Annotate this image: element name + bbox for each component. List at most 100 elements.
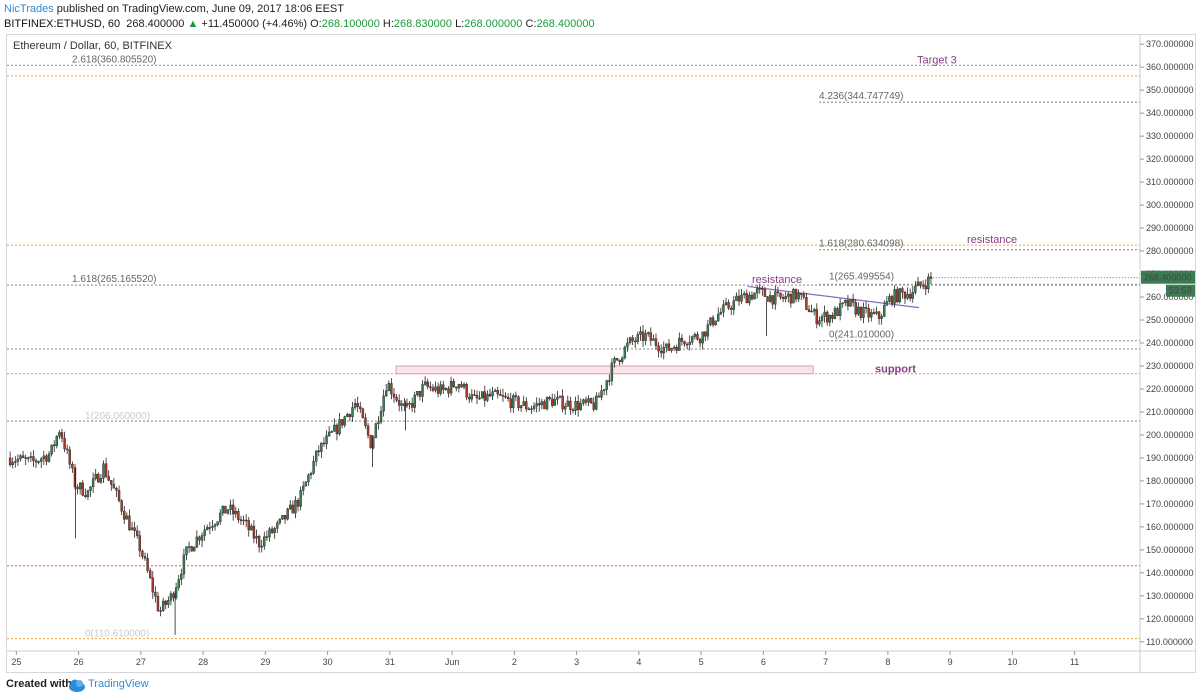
candle-body: [859, 306, 863, 318]
candle-body: [387, 383, 391, 392]
y-tick-label: 320.000000: [1146, 154, 1194, 164]
candle-body: [237, 511, 240, 520]
candle-body: [442, 384, 445, 390]
candle-body: [58, 432, 61, 437]
fib-level-label: 1.618(280.634098): [819, 239, 904, 250]
candle-body: [763, 289, 767, 297]
candle-body: [753, 292, 756, 300]
candle-body: [857, 306, 860, 315]
candle-body: [405, 403, 409, 407]
candle-body: [493, 390, 497, 392]
candle-body: [234, 511, 237, 515]
candle-body: [525, 401, 528, 410]
author-link[interactable]: NicTrades: [4, 3, 54, 15]
candle-body: [273, 528, 276, 533]
candle-body: [449, 380, 453, 394]
chart-header: NicTrades published on TradingView.com, …: [0, 0, 1200, 34]
candle-body: [351, 407, 354, 417]
candle-body: [397, 400, 401, 406]
candle-body: [480, 391, 484, 399]
candle-body: [641, 331, 645, 341]
y-tick-label: 280.000000: [1146, 246, 1194, 256]
y-tick-label: 200.000000: [1146, 430, 1194, 440]
candle-body: [548, 397, 551, 400]
y-tick-label: 180.000000: [1146, 476, 1194, 486]
candle-body: [846, 300, 850, 307]
fib-level-label: 2.618(360.805520): [72, 54, 157, 65]
candle-body: [813, 309, 816, 312]
candle-body: [654, 338, 658, 347]
x-tick-label: 6: [761, 657, 766, 667]
y-tick-label: 290.000000: [1146, 223, 1194, 233]
x-tick-label: 9: [948, 657, 953, 667]
fib-level-label: 1(206.060000): [85, 411, 150, 422]
candle-body: [838, 303, 842, 316]
candle-body: [901, 288, 904, 293]
chart-frame[interactable]: 370.000000 360.000000 350.000000 340.000000…: [6, 34, 1196, 673]
candle-body: [504, 395, 507, 398]
candle-body: [180, 573, 183, 580]
candle-body: [478, 397, 481, 400]
candle-body: [496, 390, 499, 395]
fib-level-label: 4.236(344.747749): [819, 91, 904, 102]
y-tick-label: 220.000000: [1146, 384, 1194, 394]
y-tick-label: 370.000000: [1146, 39, 1194, 49]
candle-body: [291, 504, 295, 514]
candle-body: [815, 309, 819, 325]
candle-body: [576, 401, 580, 410]
tradingview-brand-link[interactable]: TradingView: [88, 678, 149, 690]
candle-body: [359, 406, 362, 410]
candle-body: [844, 300, 847, 303]
candle-body: [499, 393, 502, 396]
candle-body: [8, 457, 12, 466]
candle-body: [587, 398, 590, 403]
last-price: 268.400000: [126, 18, 185, 30]
candle-body: [112, 484, 116, 489]
candle-body: [289, 504, 292, 510]
candle-body: [820, 316, 824, 321]
y-tick-label: 260.000000: [1146, 292, 1194, 302]
candle-body: [768, 295, 772, 302]
candle-body: [242, 519, 245, 522]
x-tick-label: 5: [699, 657, 704, 667]
candle-body: [693, 334, 697, 337]
y-tick-label: 190.000000: [1146, 453, 1194, 463]
candle-body: [680, 337, 684, 342]
candle-body: [379, 410, 383, 423]
candle-body: [553, 399, 557, 406]
target-label: Target 3: [917, 55, 957, 67]
candle-body: [53, 444, 56, 447]
candle-body: [683, 341, 686, 345]
low-label: L:: [455, 18, 465, 30]
candle-body: [239, 519, 243, 521]
open-label: O:: [310, 18, 322, 30]
candle-body: [457, 384, 461, 389]
candle-body: [584, 399, 588, 403]
candle-body: [11, 462, 14, 466]
candle-body: [781, 297, 785, 299]
fib-level-label: 1(265.499554): [829, 271, 894, 282]
candle-body: [252, 525, 256, 539]
candle-body: [86, 490, 90, 497]
candle-body: [325, 435, 328, 445]
candle-body: [226, 509, 230, 514]
resistance-label-lower: resistance: [752, 274, 802, 286]
candle-body: [16, 458, 20, 462]
price-chart[interactable]: 370.000000 360.000000 350.000000 340.000000…: [7, 35, 1195, 672]
candle-body: [893, 289, 896, 304]
candle-body: [732, 300, 736, 310]
candle-body: [141, 550, 144, 557]
y-tick-label: 310.000000: [1146, 177, 1194, 187]
candle-body: [805, 297, 808, 310]
y-tick-label: 240.000000: [1146, 338, 1194, 348]
candle-body: [927, 276, 930, 290]
candle-body: [530, 408, 533, 410]
publish-line: NicTrades published on TradingView.com, …: [4, 3, 344, 15]
candle-body: [156, 596, 160, 612]
candle-body: [779, 292, 782, 298]
high-value: 268.830000: [393, 18, 453, 30]
candle-body: [566, 400, 569, 407]
change-value: +11.450000 (+4.46%): [201, 18, 308, 30]
x-tick-label: 2: [512, 657, 517, 667]
candle-body: [392, 393, 396, 398]
